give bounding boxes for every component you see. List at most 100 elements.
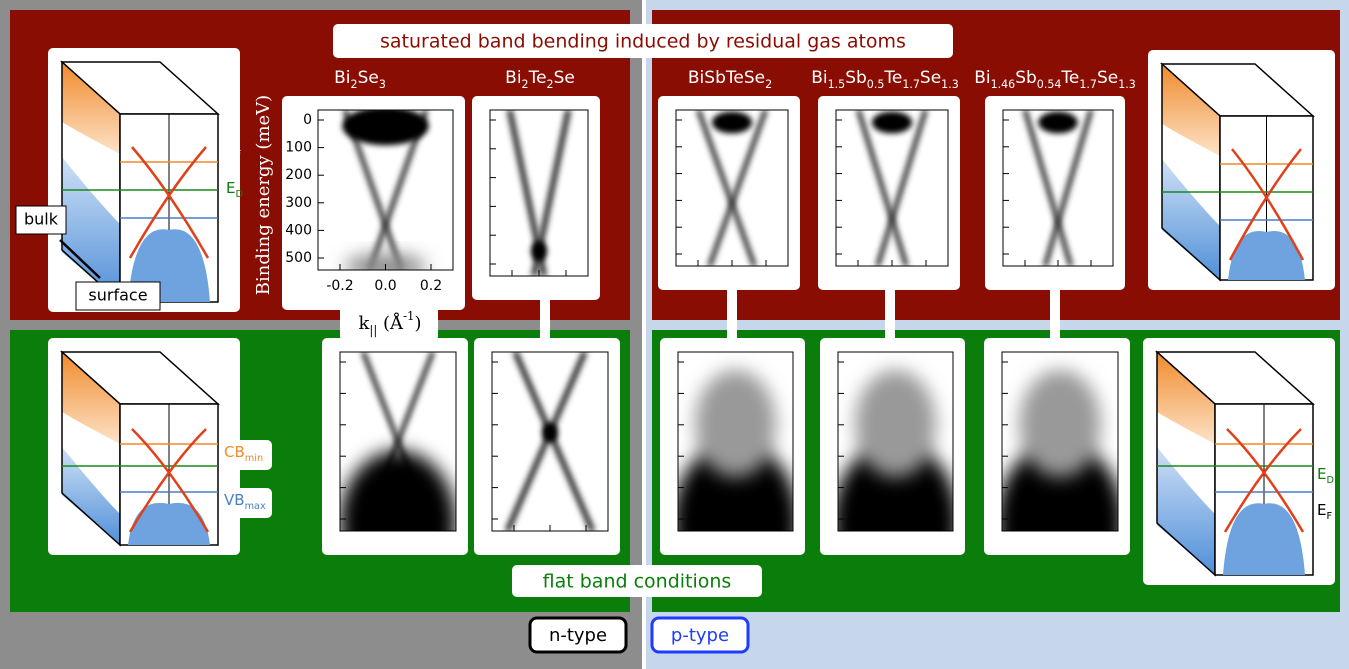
sample-name: BiSbTeSe2	[688, 68, 772, 91]
level-label: EF	[226, 139, 241, 160]
arpes-image	[342, 110, 429, 270]
y-tick-label: 100	[285, 140, 312, 156]
band	[512, 352, 596, 531]
caption: flat band conditions	[543, 571, 732, 593]
text-part: Sb	[845, 68, 867, 88]
title: saturated band bending induced by residu…	[380, 31, 906, 53]
arpes-panel	[818, 96, 960, 290]
text-part: E	[226, 179, 235, 197]
text-part: Te	[883, 68, 902, 88]
text-part: 2	[547, 78, 554, 91]
text-part: E	[1317, 465, 1326, 483]
intensity	[711, 111, 753, 134]
dome	[1223, 503, 1305, 575]
text-part: 1.5	[828, 78, 846, 91]
text-part: D	[235, 189, 243, 200]
bulk-box	[15, 205, 67, 235]
intensity	[1038, 111, 1078, 134]
dome	[1228, 231, 1305, 280]
y-tick-label: 400	[285, 222, 312, 238]
intensity	[871, 111, 913, 134]
text-part: Bi	[811, 68, 827, 88]
text-part: Te	[528, 68, 547, 88]
text-part: 1.7	[1079, 78, 1097, 91]
band	[696, 110, 757, 266]
sample-name: Bi2Se3	[334, 68, 386, 91]
text-part: CB	[224, 443, 245, 461]
n-type-box	[528, 616, 628, 654]
x-tick-label: 0.0	[374, 278, 396, 294]
level-label-box	[220, 440, 272, 470]
intensity	[531, 241, 547, 262]
caption-box	[512, 565, 762, 597]
text-part: 3	[379, 78, 386, 91]
y-tick-label: 0	[303, 112, 312, 128]
text-part: 1.7	[902, 78, 920, 91]
text-part: BiSbTeSe	[688, 68, 765, 88]
intensity	[342, 110, 429, 146]
text-part: 2	[351, 78, 358, 91]
intensity	[678, 441, 793, 531]
intensity	[542, 422, 558, 443]
y-tick-label: 300	[285, 195, 312, 211]
valence-band	[62, 447, 120, 545]
title-box	[333, 24, 953, 58]
conduction-band	[62, 62, 120, 154]
sample-name: Bi2Te2Se	[505, 68, 575, 91]
band	[1042, 110, 1094, 266]
text-part: Se	[920, 68, 941, 88]
p-type-label: p-type	[671, 625, 729, 646]
surface-label: surface	[88, 286, 147, 305]
text-part: Te	[1060, 68, 1079, 88]
surface-state	[1223, 428, 1305, 533]
intensity	[1019, 369, 1101, 478]
text-part: E	[226, 139, 235, 157]
valence-band	[62, 157, 120, 302]
arpes-image	[506, 110, 572, 276]
text-part: VB	[224, 491, 245, 509]
band	[707, 110, 768, 266]
arpes-panel	[282, 96, 465, 310]
level-label: CBmin	[224, 443, 263, 464]
text-part: Se	[358, 68, 379, 88]
text-part: )	[414, 313, 421, 334]
text-part: 2	[522, 78, 529, 91]
surface-state	[128, 428, 210, 533]
valence-band	[1157, 447, 1215, 575]
n-type-label: n-type	[549, 625, 607, 646]
text-part: (Å	[377, 312, 404, 334]
intensity	[1002, 441, 1118, 531]
text-part: 1.3	[1118, 78, 1136, 91]
arpes-image	[1002, 369, 1118, 531]
text-part: F	[235, 149, 241, 160]
intensity	[855, 369, 936, 478]
text-part: 0.54	[1037, 78, 1062, 91]
arpes-image	[678, 369, 793, 531]
intensity	[345, 254, 426, 270]
text-part: 2	[765, 78, 772, 91]
sample-name: Bi1.46Sb0.54Te1.7Se1.3	[974, 68, 1136, 91]
intensity	[695, 369, 776, 478]
conduction-band	[1162, 64, 1220, 156]
level-label-box	[220, 488, 272, 518]
band	[504, 352, 588, 531]
p-type-box	[650, 616, 750, 654]
arpes-image	[838, 369, 953, 531]
conduction-band	[62, 352, 120, 444]
arpes-image	[340, 352, 456, 531]
surface-state	[1228, 148, 1305, 261]
text-part: Se	[1097, 68, 1118, 88]
band	[875, 110, 928, 266]
intensity	[838, 441, 953, 531]
text-part: 0.5	[867, 78, 885, 91]
surface-state	[128, 146, 210, 259]
text-part: Bi	[974, 68, 990, 88]
text-part: -1	[403, 309, 414, 323]
arpes-image	[696, 110, 768, 266]
text-part: k	[359, 313, 371, 334]
text-part: D	[1326, 475, 1334, 486]
text-part: ||	[369, 323, 377, 337]
intensity	[340, 450, 456, 531]
arpes-panel	[472, 96, 600, 300]
